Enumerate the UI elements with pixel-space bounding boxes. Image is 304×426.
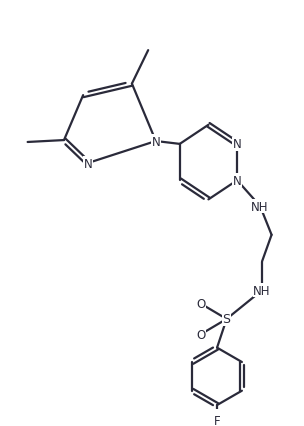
Text: O: O — [196, 297, 206, 311]
Text: F: F — [214, 414, 220, 426]
Text: O: O — [196, 328, 206, 341]
Text: N: N — [233, 138, 241, 151]
Text: N: N — [233, 174, 241, 187]
Text: N: N — [84, 157, 92, 170]
Text: S: S — [223, 313, 231, 326]
Text: NH: NH — [253, 284, 271, 297]
Text: N: N — [151, 135, 160, 148]
Text: NH: NH — [251, 200, 269, 213]
